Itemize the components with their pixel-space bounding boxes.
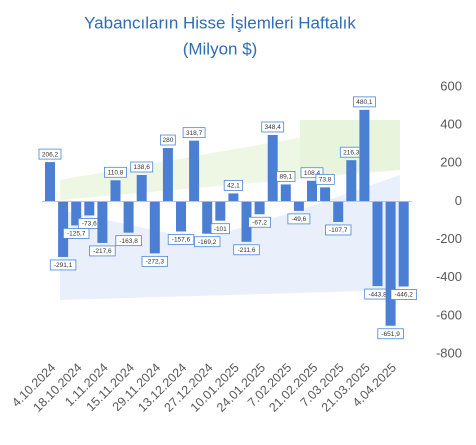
value-label: -651,9	[381, 331, 400, 338]
bar	[123, 201, 134, 233]
value-label-box	[89, 245, 116, 257]
bar	[372, 201, 383, 287]
y-tick-label: -800	[436, 345, 462, 360]
bar	[346, 160, 357, 202]
value-label: 42,1	[227, 183, 240, 190]
bar	[149, 201, 160, 254]
value-label: -49,6	[291, 216, 306, 223]
value-label-box	[315, 173, 335, 185]
value-label-box	[182, 127, 206, 139]
value-label: 348,4	[265, 124, 282, 131]
value-label-box	[248, 216, 272, 228]
value-label: 480,1	[356, 99, 373, 106]
chart-title: Yabancıların Hisse İşlemleri Haftalık	[84, 13, 356, 32]
value-label-box	[210, 223, 230, 235]
y-tick-label: -600	[436, 307, 462, 322]
value-label: 206,2	[42, 151, 59, 158]
value-label-box	[49, 259, 77, 271]
value-label-box	[324, 224, 352, 236]
bar	[189, 140, 200, 202]
value-label: 73,8	[319, 177, 332, 184]
bar	[97, 201, 108, 243]
value-label: -101	[214, 226, 227, 233]
bar	[398, 201, 409, 287]
value-label: 110,8	[108, 170, 124, 177]
value-label: -217,6	[93, 248, 112, 255]
value-label-box	[193, 236, 221, 248]
value-label: -291,1	[54, 262, 73, 269]
bar	[320, 187, 331, 202]
value-label-box	[233, 244, 260, 256]
bar	[293, 201, 304, 211]
bar	[162, 148, 173, 202]
bar	[202, 201, 213, 234]
bar	[280, 184, 291, 202]
bar	[241, 201, 252, 242]
value-label-box	[390, 289, 417, 300]
value-label: -157,6	[172, 237, 191, 244]
y-tick-label: 600	[440, 78, 462, 93]
bar	[254, 201, 265, 215]
value-label-box	[223, 179, 243, 191]
bar	[45, 162, 55, 202]
chart-subtitle: (Milyon $)	[183, 39, 258, 58]
value-label-box	[167, 234, 195, 245]
value-label-box	[287, 213, 311, 225]
value-label: 280	[162, 137, 173, 144]
y-tick-label: -200	[436, 231, 462, 246]
value-label: -169,2	[198, 239, 217, 246]
value-label: -446,2	[394, 292, 413, 299]
bar	[84, 201, 95, 216]
value-label: 89,1	[279, 174, 292, 181]
value-label-box	[261, 121, 285, 133]
value-label: -107,7	[329, 227, 348, 234]
value-label: -73,6	[82, 221, 97, 228]
value-label: 216,3	[343, 149, 360, 156]
bar	[176, 201, 186, 232]
value-label: 318,7	[186, 130, 203, 137]
value-label-box	[276, 171, 296, 182]
value-label-box	[104, 166, 127, 178]
bar	[333, 201, 344, 222]
value-label: -163,8	[119, 238, 138, 245]
bar	[136, 174, 147, 202]
value-label-box	[300, 167, 324, 179]
value-label-box	[63, 228, 90, 239]
value-label: 108,4	[304, 170, 321, 177]
bar	[307, 180, 317, 202]
value-label-box	[115, 235, 142, 247]
bar	[385, 201, 396, 326]
bar	[228, 193, 239, 202]
bar	[110, 180, 121, 202]
value-label: -443,8	[368, 291, 387, 298]
y-tick-label: 200	[440, 155, 462, 170]
bar	[71, 201, 82, 226]
bar	[215, 201, 226, 221]
value-label-box	[141, 255, 169, 267]
value-label: -211,6	[238, 247, 256, 254]
value-label-box	[377, 328, 404, 340]
value-label-box	[160, 134, 176, 146]
y-tick-label: -400	[436, 269, 462, 284]
bar	[359, 109, 370, 202]
y-tick-label: 0	[455, 193, 462, 208]
value-label-box	[38, 148, 62, 160]
value-label-box	[130, 161, 154, 173]
value-label: -125,7	[67, 231, 86, 238]
value-label-box	[352, 96, 376, 108]
value-label: -67,2	[252, 219, 267, 226]
y-tick-label: 400	[440, 117, 462, 132]
value-label: 138,6	[134, 164, 151, 171]
value-label: -272,3	[146, 259, 165, 266]
bar	[267, 134, 278, 202]
